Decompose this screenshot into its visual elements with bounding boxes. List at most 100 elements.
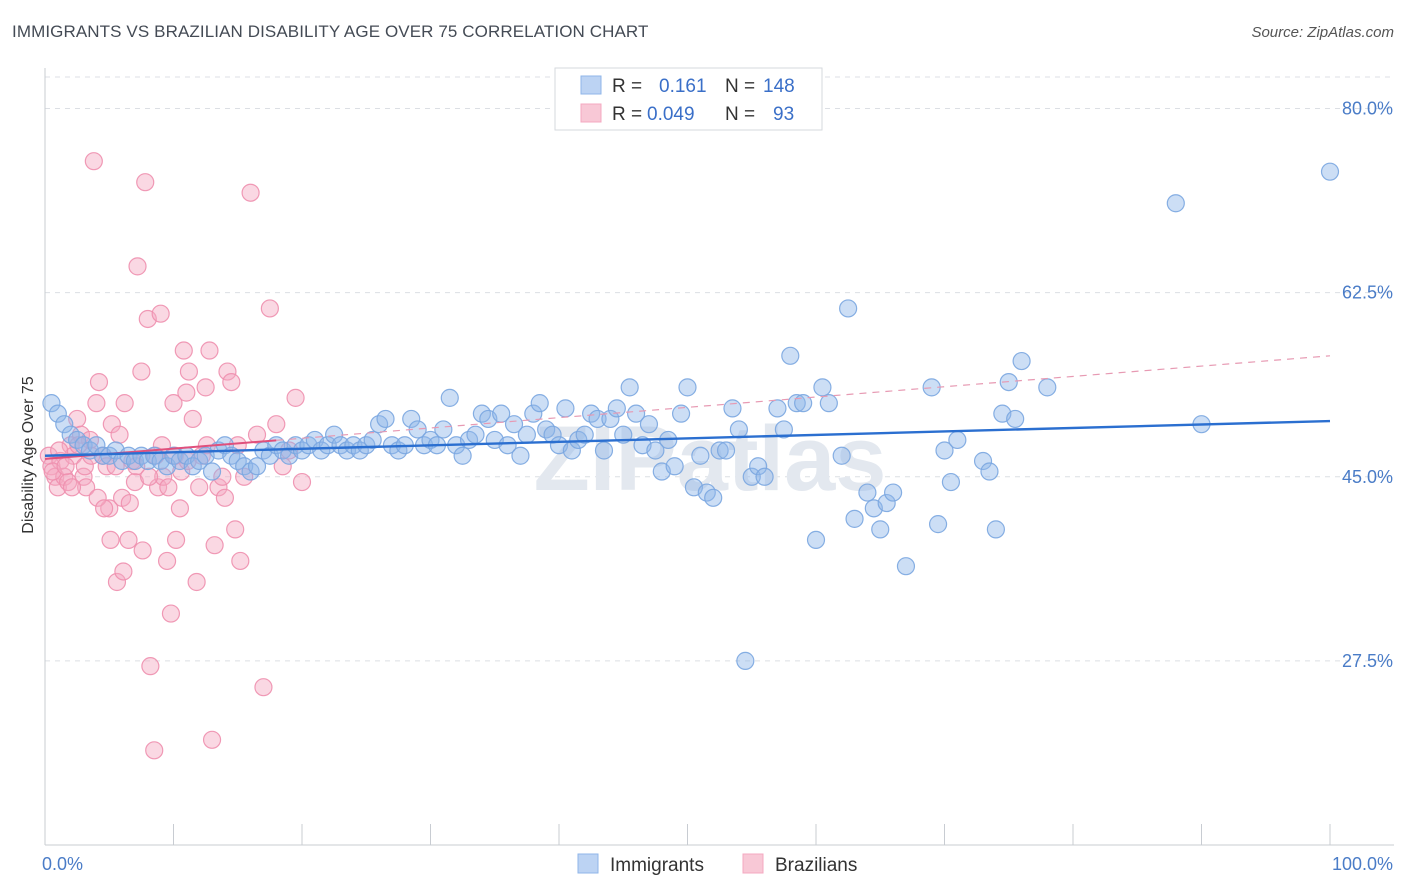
immigrants-point-76: [530, 394, 549, 413]
brazilians-point-83: [120, 493, 139, 513]
brazilians-point-45: [183, 409, 202, 429]
immigrants-point-120: [832, 446, 851, 465]
immigrants-point-136: [986, 520, 1006, 539]
immigrants-point-80: [556, 399, 575, 418]
immigrants-point-74: [517, 425, 536, 444]
immigrants-point-91: [626, 404, 646, 423]
brazilians-point-12: [77, 478, 96, 497]
brazilians-point-39: [164, 394, 183, 413]
brazilians-point-58: [226, 520, 245, 539]
brazilians-point-60: [231, 551, 250, 571]
immigrants-point-118: [813, 378, 832, 397]
y-tick-label-3: 80.0%: [1342, 99, 1393, 119]
immigrants-point-106: [723, 399, 742, 418]
brazilians-point-51: [202, 730, 222, 749]
immigrants-point-90: [620, 378, 639, 397]
brazilians-point-42: [174, 341, 193, 360]
immigrants-point-2: [55, 415, 74, 434]
brazilians-point-15: [87, 394, 106, 413]
immigrants-point-98: [671, 404, 691, 423]
brazilians-point-24: [115, 394, 134, 413]
immigrants-point-0: [42, 394, 61, 413]
brazilians-point-79: [95, 499, 114, 518]
immigrants-point-132: [941, 472, 961, 492]
brazilians-point-43: [177, 383, 196, 402]
immigrants-point-128: [896, 557, 916, 576]
brazilians-point-80: [101, 530, 120, 550]
immigrants-point-66: [466, 425, 485, 444]
immigrants-point-62: [440, 388, 459, 407]
immigrants-point-127: [883, 483, 903, 502]
brazilians-point-40: [166, 530, 186, 550]
brazilians-point-69: [286, 388, 305, 407]
x-tick-label-1: 100.0%: [1332, 854, 1393, 874]
immigrants-point-75: [524, 404, 543, 423]
brazilians-point-56: [218, 362, 237, 381]
immigrants-point-88: [607, 399, 626, 418]
immigrants-point-140: [1012, 351, 1031, 371]
brazilians-point-28: [128, 257, 147, 276]
stats-n-label-2: N =: [725, 104, 755, 125]
stats-swatch-immigrants: [580, 75, 602, 95]
stats-n-label-1: N =: [725, 76, 755, 97]
immigrants-point-117: [806, 530, 826, 550]
immigrants-point-56: [402, 409, 421, 429]
immigrants-point-105: [716, 441, 736, 460]
brazilians-point-36: [154, 467, 173, 486]
brazilians-point-44: [179, 362, 199, 381]
brazilians-point-14: [84, 152, 103, 171]
brazilians-point-53: [209, 478, 228, 497]
immigrants-point-122: [845, 509, 864, 528]
brazilians-point-82: [114, 562, 133, 581]
stats-swatch-brazilians: [580, 103, 602, 123]
immigrants-point-125: [871, 520, 890, 539]
stats-box: R = 0.161 N = 148 R = 0.049 N = 93: [554, 67, 823, 131]
immigrants-point-103: [704, 488, 723, 507]
immigrants-point-131: [935, 441, 954, 460]
brazilians-point-65: [260, 299, 279, 318]
brazilians-point-34: [148, 478, 168, 497]
brazilians-point-41: [170, 499, 190, 518]
brazilians-point-73: [56, 457, 75, 476]
immigrants-point-87: [601, 409, 620, 429]
immigrants-point-97: [665, 457, 684, 476]
brazilians-point-64: [254, 678, 273, 697]
immigrants-point-1: [48, 404, 67, 423]
immigrants-point-144: [1320, 162, 1340, 181]
brazilians-point-25: [119, 530, 138, 550]
stats-r-value-1: 0.161: [659, 76, 707, 97]
immigrants-point-110: [749, 457, 768, 476]
brazilians-point-22: [110, 425, 129, 444]
legend-label-immigrants: Immigrants: [610, 855, 704, 876]
stats-r-value-2: 0.049: [647, 104, 695, 125]
immigrants-point-107: [729, 420, 749, 439]
brazilians-point-54: [213, 467, 232, 486]
brazilians-point-27: [125, 472, 145, 492]
brazilians-point-49: [196, 378, 215, 397]
brazilians-point-37: [157, 551, 177, 571]
brazilians-point-32: [141, 657, 160, 676]
brazilians-point-19: [100, 499, 119, 518]
legend-swatch-immigrants: [577, 853, 599, 874]
source-label: Source: ZipAtlas.com: [1251, 24, 1394, 41]
immigrants-point-61: [434, 420, 453, 439]
immigrants-point-25: [202, 462, 222, 481]
immigrants-point-112: [768, 399, 787, 418]
brazilians-point-46: [187, 572, 206, 592]
immigrants-point-104: [710, 441, 729, 460]
immigrants-point-111: [755, 467, 774, 486]
brazilians-point-78: [88, 488, 107, 507]
legend: Immigrants Brazilians: [577, 853, 857, 876]
brazilians-point-66: [267, 415, 286, 434]
brazilians-point-16: [89, 372, 109, 392]
immigrants-point-99: [678, 378, 697, 397]
immigrants-point-142: [1166, 194, 1185, 213]
immigrants-point-93: [639, 415, 659, 434]
y-tick-label-2: 62.5%: [1342, 283, 1393, 303]
immigrants-point-139: [1006, 409, 1025, 429]
trend-line-immigrants: [44, 419, 1331, 457]
immigrants-point-123: [858, 483, 877, 502]
brazilians-point-81: [107, 572, 127, 592]
y-axis-title: Disability Age Over 75: [20, 376, 37, 534]
